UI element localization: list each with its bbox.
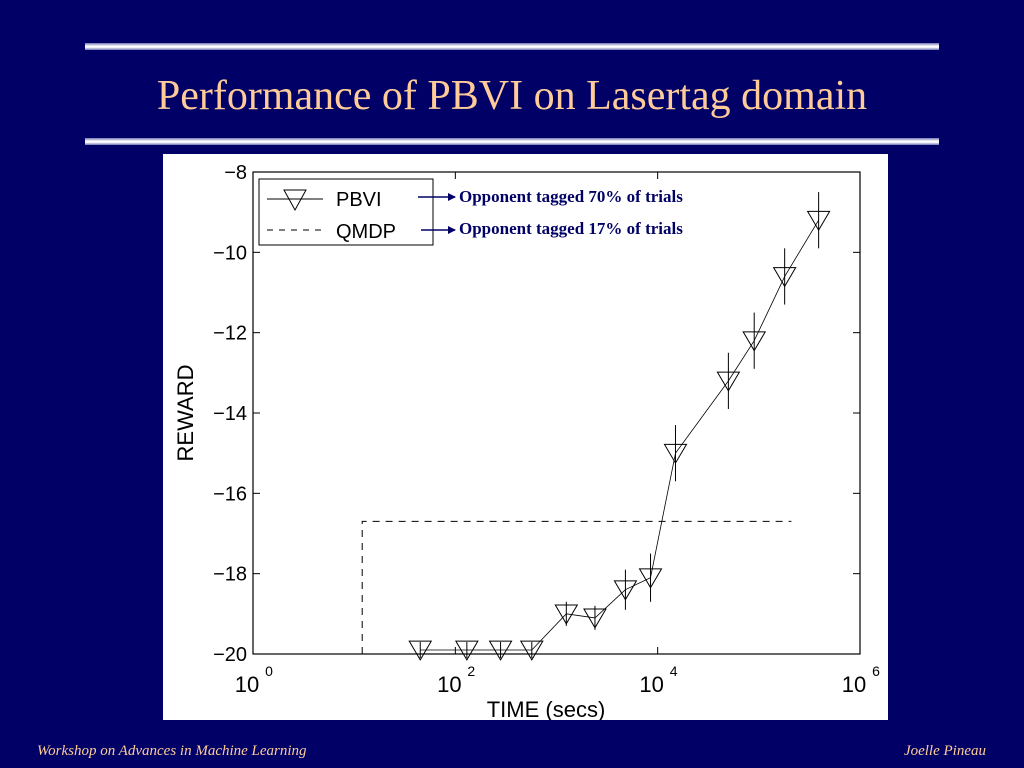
pbvi-marker <box>663 443 688 465</box>
y-tick-label: −20 <box>213 644 247 666</box>
chart-panel: −8 −10 −12 −14 −16 −18 −20 10 0 10 2 10 4 10 6 REWARD … <box>163 154 888 720</box>
pbvi-line <box>420 219 819 651</box>
legend: PBVI QMDP <box>258 178 434 246</box>
pbvi-marker <box>772 267 797 288</box>
y-tick-label: −8 <box>224 162 247 184</box>
pbvi-marker <box>554 604 579 625</box>
pbvi-marker <box>613 580 638 601</box>
pbvi-marker <box>454 640 479 661</box>
title-rule-bottom <box>85 138 939 145</box>
slide-title: Performance of PBVI on Lasertag domain <box>156 73 868 119</box>
title-rule-top <box>85 43 939 50</box>
annotation-qmdp-tagged: Opponent tagged 17% of trials <box>459 219 683 238</box>
plot-frame <box>252 171 861 655</box>
x-tick-exponent: 4 <box>670 663 678 679</box>
x-tick-label: 10 <box>639 672 663 697</box>
pbvi-marker <box>519 640 544 661</box>
x-axis-label: TIME (secs) <box>487 697 606 720</box>
x-tick-exponent: 0 <box>265 663 273 679</box>
y-tick-label: −18 <box>213 564 247 586</box>
pbvi-marker <box>583 608 607 629</box>
pbvi-marker <box>742 331 767 352</box>
x-tick-label: 10 <box>437 672 461 697</box>
pbvi-marker <box>716 371 741 392</box>
x-tick-label: 10 <box>235 672 259 697</box>
y-tick-label: −10 <box>213 242 247 264</box>
footer-author: Joelle Pineau <box>903 743 986 759</box>
pbvi-marker <box>488 640 513 661</box>
x-tick-label: 10 <box>842 672 866 697</box>
legend-qmdp-label: QMDP <box>336 221 396 243</box>
qmdp-line <box>361 520 792 654</box>
y-axis-label: REWARD <box>173 365 198 462</box>
x-tick-exponent: 6 <box>872 663 880 679</box>
y-tick-label: −12 <box>213 323 247 345</box>
footer-workshop: Workshop on Advances in Machine Learning <box>37 743 307 759</box>
annotation-pbvi-tagged: Opponent tagged 70% of trials <box>459 187 683 206</box>
pbvi-marker <box>408 640 433 661</box>
y-tick-label: −14 <box>213 403 247 425</box>
legend-pbvi-label: PBVI <box>336 189 382 211</box>
y-tick-label: −16 <box>213 483 247 505</box>
legend-pbvi-marker <box>283 189 307 212</box>
pbvi-marker <box>806 210 831 232</box>
x-tick-exponent: 2 <box>467 663 475 679</box>
pbvi-marker <box>638 568 663 589</box>
